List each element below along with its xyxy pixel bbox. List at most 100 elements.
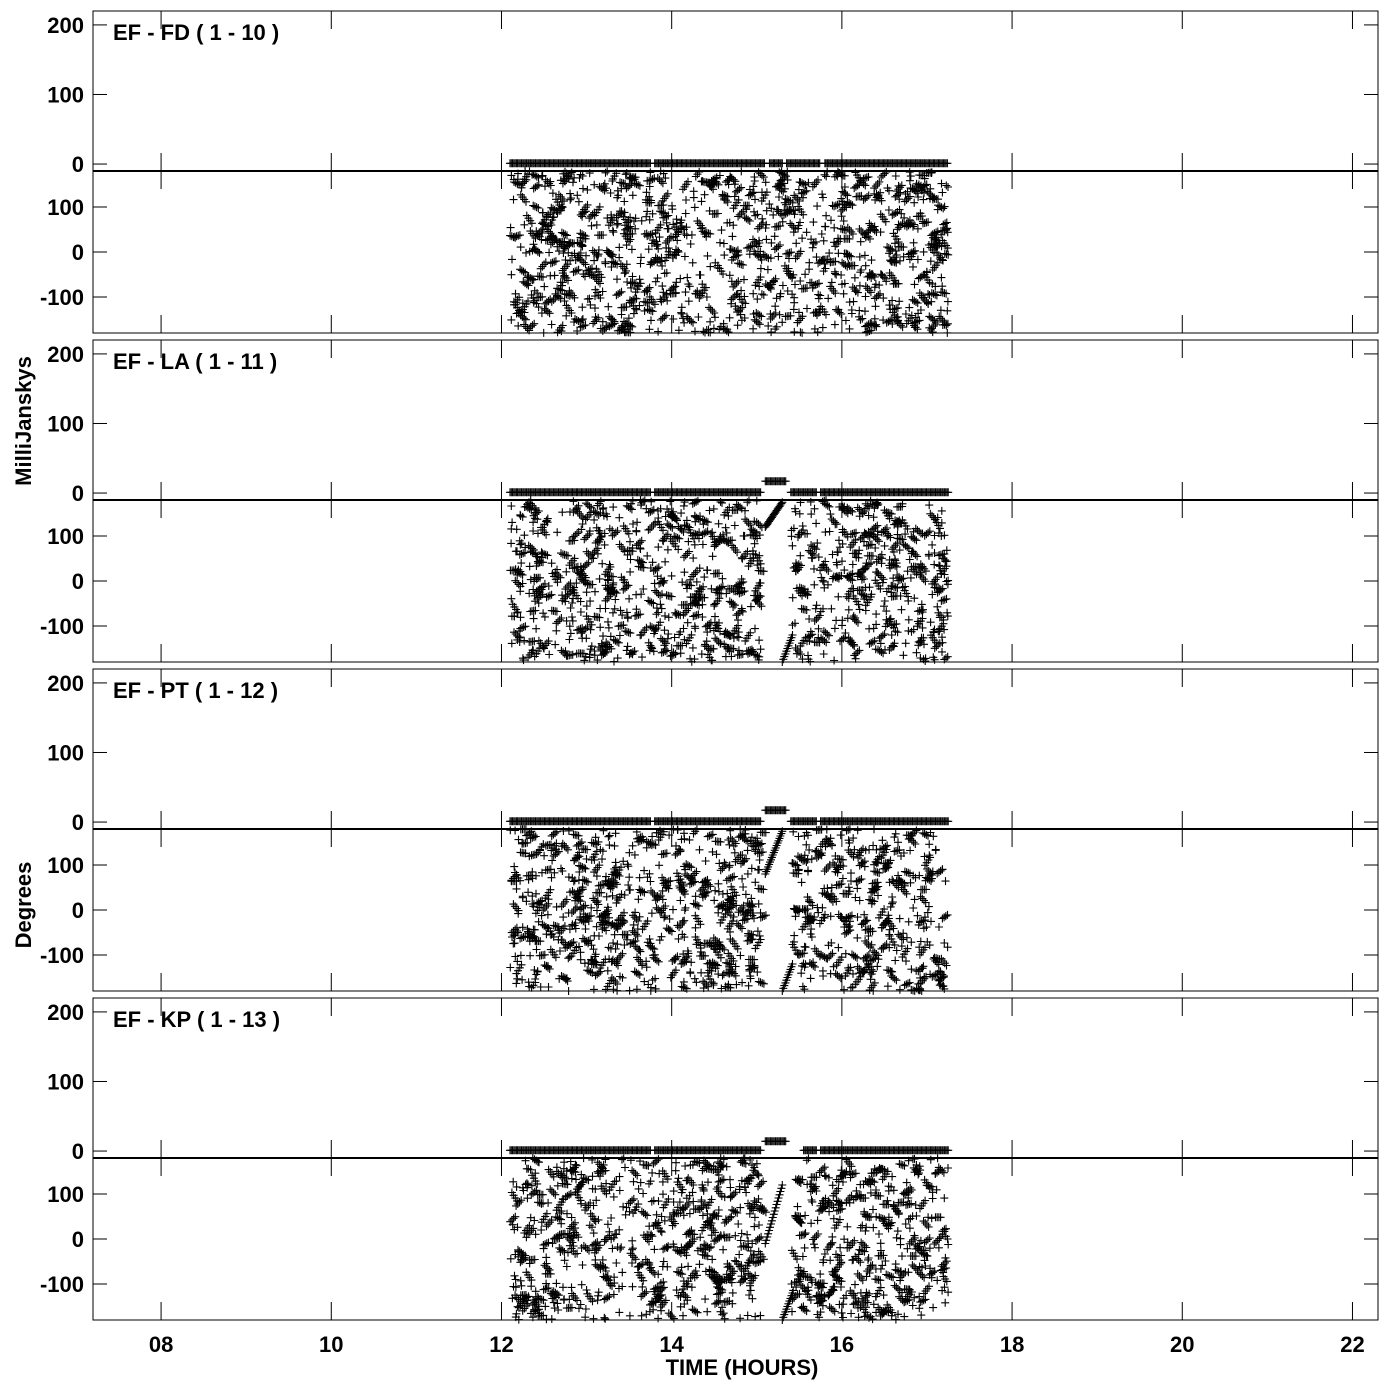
phase-point: [706, 262, 715, 271]
x-axis-title: TIME (HOURS): [666, 1355, 819, 1380]
phase-point: [804, 651, 812, 660]
phase-point: [860, 251, 869, 260]
phase-point: [847, 309, 856, 318]
phase-point: [867, 256, 876, 265]
phase-point: [905, 168, 914, 177]
phase-point: [821, 222, 830, 231]
phase-point: [942, 594, 951, 603]
phase-point: [890, 210, 898, 219]
phase-point: [918, 623, 927, 632]
phase-point: [819, 267, 828, 276]
phase-point: [672, 609, 681, 618]
phase-point: [774, 242, 783, 251]
phase-point: [789, 223, 798, 232]
phase-point: [570, 536, 579, 545]
phase-point: [538, 292, 547, 301]
phase-point: [865, 286, 874, 295]
phase-point: [596, 604, 605, 613]
phase-point: [566, 604, 575, 612]
phase-point: [612, 291, 621, 300]
phase-point: [588, 210, 597, 219]
phase-point: [884, 206, 893, 214]
phase-point: [579, 184, 587, 193]
phase-point: [785, 248, 794, 257]
phase-point: [759, 173, 768, 182]
phase-point: [693, 217, 702, 226]
phase-point: [661, 611, 669, 620]
phase-point: [939, 596, 948, 605]
phase-point: [639, 585, 648, 593]
phase-point: [809, 218, 818, 227]
phase-point: [583, 295, 592, 304]
phase-point: [824, 294, 833, 303]
phase-point: [942, 218, 951, 227]
phase-point: [844, 605, 853, 614]
phase-point: [608, 177, 617, 185]
phase-point: [691, 611, 699, 620]
phase-point: [763, 265, 772, 274]
phase-point: [819, 193, 827, 202]
phase-point: [530, 319, 539, 328]
phase-point: [678, 641, 687, 650]
phase-point: [601, 596, 610, 605]
phase-point: [812, 519, 821, 528]
phase-point: [576, 608, 585, 616]
phase-point: [881, 217, 890, 226]
phase-point: [938, 188, 947, 197]
phase-point: [648, 558, 657, 567]
phase-point: [884, 531, 893, 540]
phase-point: [841, 261, 850, 270]
phase-point: [654, 543, 663, 552]
phase-point: [590, 317, 599, 326]
phase-point: [758, 214, 767, 223]
phase-point: [613, 275, 621, 284]
phase-point: [822, 310, 830, 319]
phase-point: [643, 551, 652, 560]
phase-point: [740, 532, 749, 540]
phase-point: [664, 630, 673, 638]
amp-y-tick-label: 0: [72, 481, 84, 506]
phase-point: [837, 207, 845, 215]
phase-point: [703, 566, 712, 575]
phase-point: [698, 280, 707, 289]
phase-point: [775, 310, 784, 319]
phase-point: [912, 648, 921, 657]
phase-point: [618, 321, 627, 330]
phase-point: [661, 647, 670, 656]
phase-point: [661, 174, 670, 183]
phase-point: [676, 218, 685, 227]
phase-point: [546, 259, 555, 268]
phase-point: [876, 289, 884, 298]
phase-axis-title: Degrees: [11, 862, 36, 949]
phase-point: [750, 173, 759, 181]
phase-point: [719, 270, 727, 278]
phase-point: [850, 261, 859, 270]
phase-point: [870, 314, 879, 323]
phase-point: [625, 594, 634, 603]
phase-point: [616, 606, 625, 615]
phase-point: [790, 191, 799, 200]
phase-point: [647, 497, 656, 506]
phase-point: [802, 228, 811, 237]
phase-point: [789, 305, 798, 314]
phase-point: [582, 588, 591, 597]
phase-point: [700, 516, 709, 525]
phase-point: [648, 506, 657, 515]
phase-y-tick-label: 100: [47, 524, 84, 549]
phase-point: [709, 324, 718, 333]
phase-point: [786, 197, 795, 206]
phase-point: [924, 218, 933, 227]
phase-point: [683, 273, 692, 282]
phase-point: [588, 246, 597, 255]
phase-point: [753, 224, 762, 233]
phase-point: [732, 251, 741, 260]
phase-point: [749, 310, 758, 318]
phase-point: [847, 227, 856, 236]
phase-point: [628, 191, 637, 200]
phase-point: [734, 616, 742, 625]
phase-point: [560, 289, 569, 298]
phase-point: [546, 208, 555, 217]
